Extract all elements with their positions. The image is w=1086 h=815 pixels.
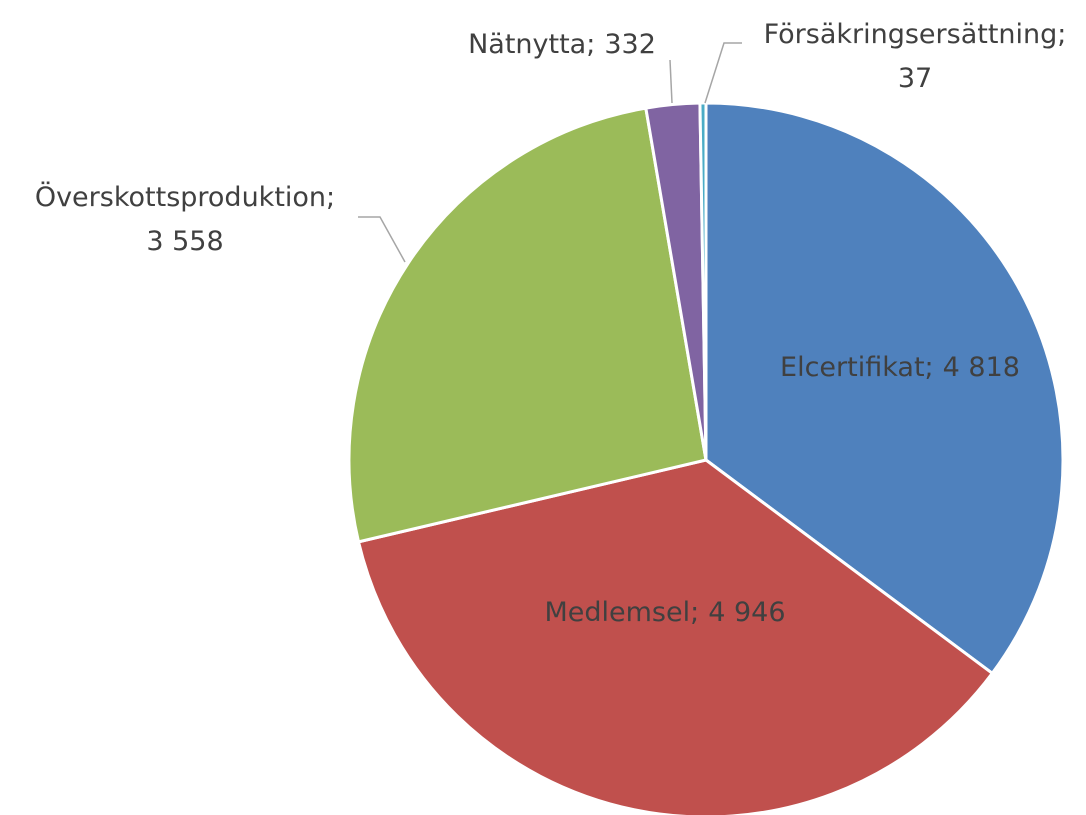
data-label: Nätnytta; 332 [468, 29, 656, 60]
category-name: Nätnytta [468, 29, 586, 60]
label-separator: ; [690, 597, 699, 628]
label-separator: ; [586, 29, 595, 60]
category-name: Överskottsproduktion [35, 181, 326, 213]
value-label: 332 [604, 29, 656, 60]
leader-line [704, 42, 742, 104]
leader-line [669, 59, 673, 104]
value-label: 4 946 [708, 597, 785, 628]
label-separator: ; [1057, 19, 1066, 50]
data-label: Överskottsproduktion; 3 558 [35, 181, 335, 257]
data-label: Medlemsel; 4 946 [544, 597, 785, 628]
pie-slice [704, 101, 1065, 676]
pie-slice [347, 106, 708, 544]
category-name: Medlemsel [544, 597, 690, 628]
value-label: 3 558 [146, 226, 223, 257]
pie-slice [356, 458, 995, 815]
pie-slice [698, 101, 708, 461]
label-separator: ; [925, 352, 934, 383]
value-label: 4 818 [943, 352, 1020, 383]
category-name: Elcertifikat [780, 352, 925, 383]
data-label: Försäkringsersättning; 37 [764, 19, 1067, 94]
leader-line [358, 216, 406, 263]
category-name: Försäkringsersättning [764, 19, 1058, 50]
value-label: 37 [898, 63, 932, 94]
label-separator: ; [326, 182, 335, 213]
data-label: Elcertifikat; 4 818 [780, 352, 1020, 383]
